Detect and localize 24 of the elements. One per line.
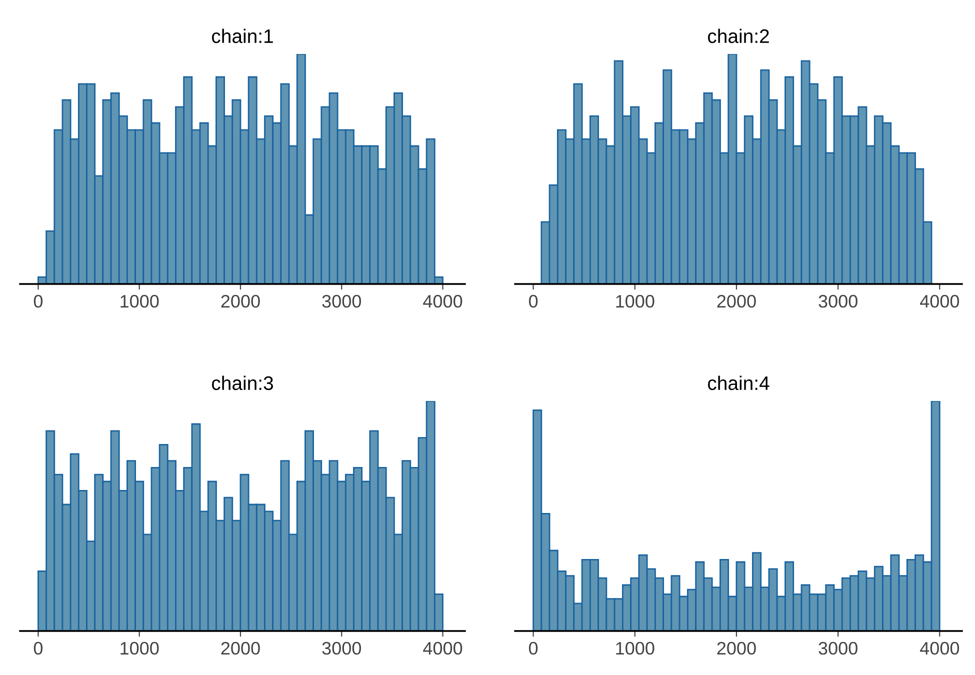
x-tick-label: 3000 <box>322 294 361 308</box>
x-tick-label: 4000 <box>920 642 960 655</box>
x-tick-label: 1000 <box>120 294 159 308</box>
x-tick-label: 4000 <box>920 294 960 308</box>
x-tick-label: 1000 <box>616 294 654 308</box>
x-tick-label: 4000 <box>423 294 462 308</box>
x-tick-label: 0 <box>34 294 43 308</box>
x-tick-label: 0 <box>34 642 43 655</box>
x-tick-label: 1000 <box>120 642 159 655</box>
x-tick-label: 0 <box>528 294 538 308</box>
x-tick-label: 2000 <box>717 642 756 655</box>
chart-title: chain:3 <box>212 376 273 390</box>
chart-title: chain:4 <box>708 376 770 390</box>
x-tick-label: 2000 <box>221 642 260 655</box>
x-tick-label: 4000 <box>423 642 462 655</box>
x-tick-label: 0 <box>528 642 538 655</box>
x-tick-label: 3000 <box>818 642 858 655</box>
x-tick-label: 3000 <box>322 642 361 655</box>
x-tick-label: 2000 <box>221 294 260 308</box>
chart-title: chain:2 <box>708 28 769 44</box>
x-tick-label: 1000 <box>616 642 654 655</box>
chart-title: chain:1 <box>212 28 273 44</box>
x-tick-label: 3000 <box>818 294 858 308</box>
x-tick-label: 2000 <box>717 294 756 308</box>
